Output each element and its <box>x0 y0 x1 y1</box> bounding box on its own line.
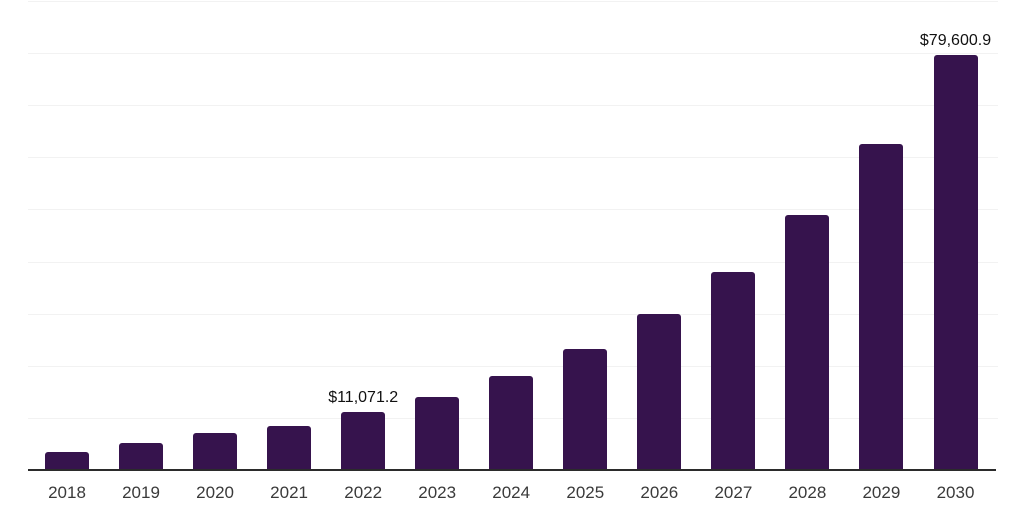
gridline-60000 <box>28 157 998 159</box>
bar-2028 <box>785 215 830 470</box>
gridline-80000 <box>28 53 998 55</box>
bar-2018 <box>45 451 89 470</box>
bar-2026 <box>637 313 682 470</box>
x-tick-2020: 2020 <box>196 483 234 502</box>
x-tick-2030: 2030 <box>936 483 975 502</box>
bar-2021 <box>267 425 312 470</box>
gridline-30000 <box>28 313 998 315</box>
bar-2023 <box>415 396 460 470</box>
x-tick-2027: 2027 <box>714 483 753 502</box>
x-tick-2019: 2019 <box>122 483 160 502</box>
bar-2019 <box>119 442 163 470</box>
x-tick-2029: 2029 <box>862 483 901 502</box>
x-tick-2025: 2025 <box>566 483 605 502</box>
gridline-20000 <box>28 365 998 367</box>
x-tick-2028: 2028 <box>788 483 827 502</box>
x-axis-line <box>28 469 996 471</box>
gridline-50000 <box>28 209 998 211</box>
gridline-90000 <box>28 1 998 2</box>
bar-2024 <box>489 375 534 470</box>
value-label-2030: $79,600.9 <box>919 32 992 50</box>
x-tick-2018: 2018 <box>48 483 86 502</box>
x-tick-2026: 2026 <box>640 483 679 502</box>
bar-2030 <box>933 55 978 470</box>
gridline-40000 <box>28 261 998 263</box>
bar-2027 <box>711 271 756 470</box>
bar-2022 <box>341 412 386 470</box>
x-tick-2024: 2024 <box>492 483 531 502</box>
bar-2029 <box>859 143 904 470</box>
bar-2025 <box>563 349 608 470</box>
x-tick-2021: 2021 <box>270 483 308 502</box>
x-tick-2023: 2023 <box>418 483 457 502</box>
bar-2020 <box>193 433 238 470</box>
value-label-2022: $11,071.2 <box>328 389 399 407</box>
gridline-70000 <box>28 105 998 107</box>
x-tick-2022: 2022 <box>344 483 383 502</box>
